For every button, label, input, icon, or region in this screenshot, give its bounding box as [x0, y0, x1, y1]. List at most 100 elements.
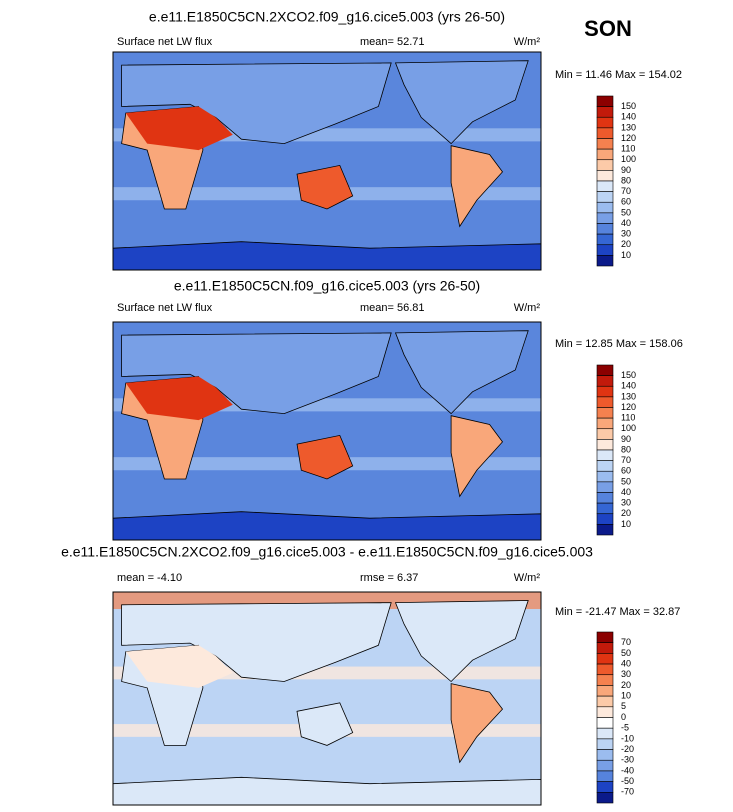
colorbar-label: 50	[621, 648, 631, 658]
colorbar-swatch	[596, 116, 614, 129]
colorbar-label: 40	[621, 658, 631, 668]
colorbar-label: 80	[621, 175, 631, 185]
map-land	[112, 776, 542, 806]
center-label: mean= 56.81	[360, 302, 425, 314]
colorbar-label: 90	[621, 165, 631, 175]
colorbar-label: 50	[621, 476, 631, 486]
colorbar-swatch	[596, 407, 614, 419]
colorbar-swatch	[596, 663, 614, 676]
colorbar-label: 100	[621, 423, 636, 433]
map-frame	[112, 321, 542, 541]
map-land	[125, 376, 233, 421]
colorbar-label: 60	[621, 466, 631, 476]
colorbar-swatch	[596, 502, 614, 515]
colorbar-swatch	[596, 396, 614, 408]
colorbar-swatch	[596, 717, 614, 729]
colorbar-label: 60	[621, 197, 631, 207]
map-land	[296, 702, 354, 746]
colorbar-swatch	[596, 375, 614, 387]
colorbar-swatch	[596, 653, 614, 665]
map-land	[125, 106, 233, 151]
map-land	[296, 164, 354, 210]
units-label: W/m²	[514, 572, 541, 584]
map-land	[125, 645, 233, 688]
map-land	[450, 683, 504, 764]
colorbar-swatch	[596, 727, 614, 740]
colorbar-label: 150	[621, 370, 636, 380]
colorbar-label: 20	[621, 680, 631, 690]
colorbar-label: 140	[621, 112, 636, 122]
map-frame	[112, 51, 542, 271]
colorbar-label: 30	[621, 229, 631, 239]
colorbar-label: 130	[621, 391, 636, 401]
colorbar-label: 80	[621, 444, 631, 454]
colorbar-label: 90	[621, 434, 631, 444]
colorbar-label: 10	[621, 519, 631, 529]
colorbar-swatch	[596, 148, 614, 161]
colorbar-swatch	[596, 470, 614, 483]
colorbar-swatch	[596, 685, 614, 697]
colorbar-swatch	[596, 106, 614, 118]
colorbar-label: 150	[621, 101, 636, 111]
colorbar-swatch	[596, 513, 614, 525]
colorbar-label: -40	[621, 765, 634, 775]
colorbar-label: 20	[621, 508, 631, 518]
colorbar-label: 130	[621, 122, 636, 132]
colorbar-swatch	[596, 201, 614, 214]
colorbar-label: 40	[621, 487, 631, 497]
colorbar-swatch	[596, 428, 614, 440]
colorbar-swatch	[596, 524, 614, 536]
panel-title: e.e11.E1850C5CN.2XCO2.f09_g16.cice5.003 …	[61, 544, 593, 560]
colorbar-swatch	[596, 631, 614, 643]
colorbar-label: 5	[621, 701, 626, 711]
colorbar-label: 50	[621, 207, 631, 217]
colorbar-swatch	[596, 460, 614, 472]
center-label: mean= 52.71	[360, 36, 425, 48]
map-land	[112, 511, 542, 541]
colorbar-swatch	[596, 781, 614, 793]
colorbar-label: 110	[621, 413, 635, 423]
panel-title: e.e11.E1850C5CN.f09_g16.cice5.003 (yrs 2…	[174, 278, 480, 294]
colorbar-swatch	[596, 770, 614, 782]
colorbar-swatch	[596, 191, 614, 203]
min-max: Min = 11.46 Max = 154.02	[555, 69, 682, 81]
colorbar-label: 110	[621, 144, 635, 154]
colorbar-label: 0	[621, 712, 626, 722]
min-max: Min = 12.85 Max = 158.06	[555, 338, 683, 350]
season-label: SON	[584, 16, 632, 41]
colorbar-swatch	[596, 95, 614, 107]
colorbar-swatch	[596, 492, 614, 504]
colorbar-label: -10	[621, 733, 634, 743]
colorbar-swatch	[596, 212, 614, 224]
colorbar-swatch	[596, 749, 614, 761]
left-label: Surface net LW flux	[117, 36, 213, 48]
colorbar-swatch	[596, 138, 614, 150]
min-max: Min = -21.47 Max = 32.87	[555, 606, 680, 618]
left-label: Surface net LW flux	[117, 302, 213, 314]
colorbar-label: 20	[621, 239, 631, 249]
colorbar-swatch	[596, 364, 614, 376]
colorbar-label: -20	[621, 744, 634, 754]
colorbar-swatch	[596, 170, 614, 182]
colorbar-swatch	[596, 706, 614, 718]
colorbar-label: 10	[621, 250, 631, 260]
colorbar-swatch	[596, 695, 614, 708]
colorbar-swatch	[596, 244, 614, 256]
colorbar-swatch	[596, 233, 614, 246]
panel-title: e.e11.E1850C5CN.2XCO2.f09_g16.cice5.003 …	[149, 9, 505, 25]
colorbar-swatch	[596, 159, 614, 171]
colorbar-swatch	[596, 417, 614, 430]
colorbar-swatch	[596, 255, 614, 267]
map-land	[394, 60, 529, 145]
colorbar-label: 100	[621, 154, 636, 164]
center-label: rmse = 6.37	[360, 572, 418, 584]
colorbar-label: 70	[621, 455, 631, 465]
colorbar-label: -30	[621, 755, 634, 765]
colorbar-swatch	[596, 439, 614, 451]
colorbar-swatch	[596, 481, 614, 493]
colorbar-label: 70	[621, 186, 631, 196]
map-land	[394, 600, 529, 683]
colorbar-label: 10	[621, 691, 631, 701]
colorbar-label: 30	[621, 669, 631, 679]
